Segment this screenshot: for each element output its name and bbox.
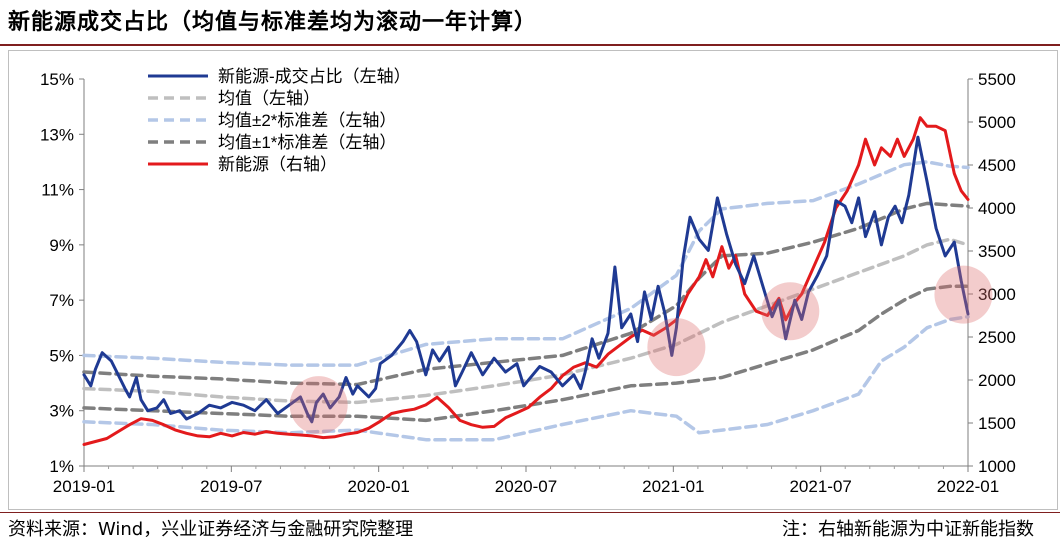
series-line-2-1 bbox=[82, 314, 970, 442]
legend-label: 均值（左轴） bbox=[218, 89, 320, 108]
y-right-tick-label: 5500 bbox=[978, 70, 1016, 89]
plot-frame bbox=[8, 50, 1058, 510]
series-line-2-0 bbox=[82, 160, 970, 367]
y-right-tick-label: 1500 bbox=[978, 414, 1016, 433]
y-right-tick-label: 2500 bbox=[978, 328, 1016, 347]
y-left-tick-label: 11% bbox=[41, 181, 74, 200]
y-right-tick-label: 2000 bbox=[978, 371, 1016, 390]
series-line-0-0 bbox=[82, 135, 970, 424]
x-tick-label: 2021-01 bbox=[642, 477, 704, 496]
title-rule bbox=[0, 44, 1060, 46]
y-right-tick-label: 4000 bbox=[978, 199, 1016, 218]
series-line-3-1 bbox=[82, 284, 970, 423]
y-right-tick-label: 1000 bbox=[978, 457, 1016, 476]
x-tick-label: 2020-01 bbox=[347, 477, 409, 496]
y-left-tick-label: 15% bbox=[40, 70, 74, 89]
source-note: 资料来源：Wind，兴业证券经济与金融研究院整理 bbox=[8, 519, 414, 540]
y-right-tick-label: 4500 bbox=[978, 156, 1016, 175]
series-layer bbox=[82, 116, 970, 446]
legend-label: 新能源-成交占比（左轴） bbox=[218, 67, 411, 86]
axis-note: 注：右轴新能源为中证新能指数 bbox=[782, 519, 1034, 540]
footer-rule bbox=[0, 512, 1060, 513]
highlight-circle bbox=[934, 265, 993, 324]
series-line-4-0 bbox=[82, 116, 970, 446]
x-tick-label: 2019-01 bbox=[53, 477, 115, 496]
y-left-tick-label: 3% bbox=[49, 402, 74, 421]
y-left-tick-label: 7% bbox=[49, 291, 74, 310]
legend-label: 新能源（右轴） bbox=[218, 155, 337, 174]
chart-title: 新能源成交占比（均值与标准差均为滚动一年计算） bbox=[8, 10, 538, 35]
y-right-tick-label: 3500 bbox=[978, 242, 1016, 261]
axes-layer: 1% 3% 5% 7% 9% 11% 13% 15% 1000 1500 2000 2500 3000 3… bbox=[40, 70, 1016, 496]
y-left-tick-label: 1% bbox=[49, 457, 74, 476]
highlight-layer bbox=[289, 265, 993, 435]
x-tick-label: 2019-07 bbox=[200, 477, 262, 496]
series-line-3-0 bbox=[82, 201, 970, 387]
legend-label: 均值±1*标准差（左轴） bbox=[218, 133, 396, 152]
legend: 新能源-成交占比（左轴） 均值（左轴） 均值±2*标准差（左轴） 均值±1*标准差（左… bbox=[148, 67, 411, 174]
y-right-tick-label: 5000 bbox=[978, 113, 1016, 132]
y-right-tick-label: 3000 bbox=[978, 285, 1016, 304]
y-left-tick-label: 13% bbox=[40, 125, 74, 144]
legend-label: 均值±2*标准差（左轴） bbox=[218, 111, 396, 130]
highlight-circle bbox=[647, 318, 706, 377]
x-tick-label: 2020-07 bbox=[495, 477, 557, 496]
y-left-tick-label: 5% bbox=[49, 346, 74, 365]
highlight-circle bbox=[289, 376, 348, 435]
x-tick-label: 2022-01 bbox=[937, 477, 999, 496]
highlight-circle bbox=[761, 282, 820, 341]
series-line-1-0 bbox=[82, 237, 970, 405]
y-left-tick-label: 9% bbox=[49, 236, 74, 255]
x-tick-label: 2021-07 bbox=[789, 477, 851, 496]
